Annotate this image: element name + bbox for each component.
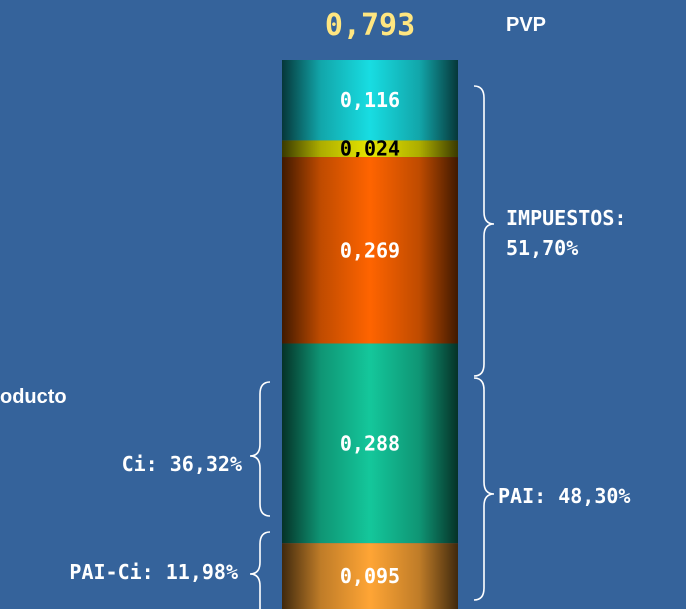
brace-pai-ci — [249, 531, 271, 609]
pai-ci-label: PAI-Ci: 11,98% — [69, 560, 238, 584]
bar-segment-3 — [282, 157, 458, 344]
brace-pai — [473, 377, 495, 601]
impuestos-label: IMPUESTOS: — [506, 206, 627, 230]
bar-segment-1 — [282, 60, 458, 141]
bar-segment-2 — [282, 140, 458, 158]
ci-label: Ci: 36,32% — [121, 452, 242, 476]
segment-value-label-5: 0,095 — [340, 564, 400, 588]
bar-segment-4 — [282, 343, 458, 544]
pvp-label: PVP — [506, 14, 547, 36]
segment-value-label-1: 0,116 — [340, 88, 400, 112]
total-value: 0,793 — [324, 8, 416, 43]
segment-value-label-4: 0,288 — [340, 431, 400, 455]
bar-segments: 0,116 0,024 0,269 0,288 0,095 — [282, 60, 458, 609]
brace-ci — [249, 381, 271, 517]
bar-segment-5 — [282, 543, 458, 609]
impuestos-percent: 51,70% — [506, 236, 579, 260]
pai-label: PAI: 48,30% — [498, 484, 631, 508]
segment-value-label-2: 0,024 — [340, 137, 400, 161]
braces — [249, 85, 495, 609]
segment-value-label-3: 0,269 — [340, 238, 400, 262]
producto-label: oducto — [0, 386, 67, 408]
brace-impuestos — [473, 85, 495, 377]
